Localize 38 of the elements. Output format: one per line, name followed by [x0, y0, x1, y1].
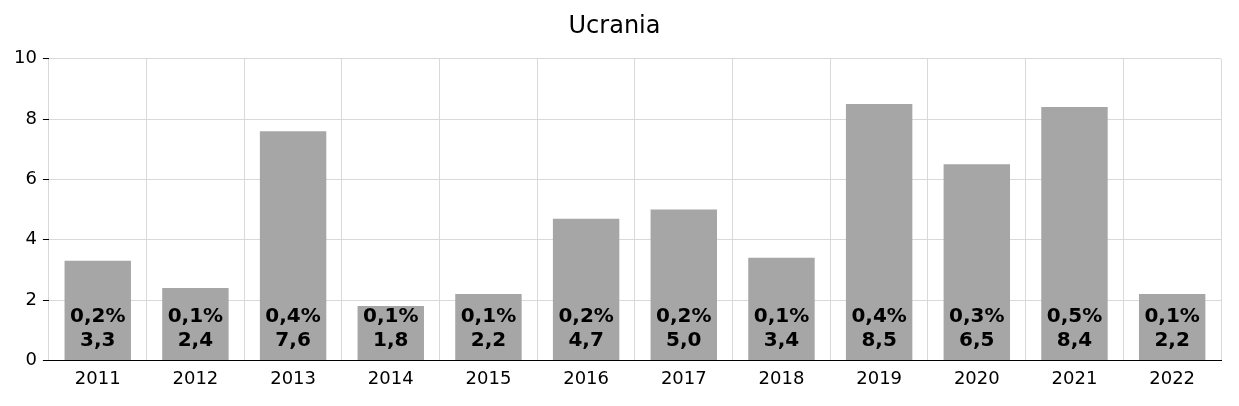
x-tick-label: 2020: [953, 366, 1000, 388]
data-label: 0,1% 3,4: [753, 302, 810, 351]
bar: [845, 104, 913, 360]
x-tick-label: 2018: [758, 366, 805, 388]
bar: [650, 209, 717, 360]
data-label: 0,3% 6,5: [949, 302, 1005, 351]
x-tick-label: 2011: [74, 366, 121, 388]
data-label: 0,2% 3,3: [70, 302, 126, 351]
y-tick-label: 0: [25, 348, 37, 370]
data-label: 0,2% 4,7: [558, 302, 614, 351]
y-tick-label: 2: [25, 287, 37, 309]
x-tick-label: 2021: [1051, 366, 1098, 388]
y-tick-label: 10: [14, 46, 37, 68]
x-tick-label: 2017: [660, 366, 707, 388]
x-tick-label: 2016: [563, 366, 610, 388]
data-label: 0,2% 5,0: [656, 302, 712, 351]
bar: [1041, 107, 1108, 360]
x-tick-label: 2012: [172, 366, 219, 388]
data-label: 0,4% 8,5: [851, 302, 907, 351]
chart-title: Ucrania: [568, 10, 661, 39]
y-tick-label: 4: [25, 227, 37, 249]
x-tick-label: 2019: [856, 366, 903, 388]
bar: [748, 257, 815, 360]
bar: [943, 164, 1011, 360]
data-label: 0,1% 2,2: [460, 302, 517, 351]
data-label: 0,5% 8,4: [1046, 302, 1103, 351]
y-tick-label: 6: [25, 167, 37, 189]
x-tick-label: 2014: [367, 366, 414, 388]
data-label: 0,1% 2,2: [1144, 302, 1200, 351]
data-label: 0,1% 2,4: [167, 302, 224, 351]
x-tick-label: 2022: [1149, 366, 1196, 388]
bar: [552, 218, 620, 360]
data-label: 0,4% 7,6: [265, 302, 321, 351]
x-tick-label: 2013: [270, 366, 316, 388]
data-label: 0,1% 1,8: [363, 302, 419, 351]
y-tick-label: 8: [25, 106, 37, 128]
bar: [259, 131, 327, 360]
x-tick-label: 2015: [465, 366, 512, 388]
